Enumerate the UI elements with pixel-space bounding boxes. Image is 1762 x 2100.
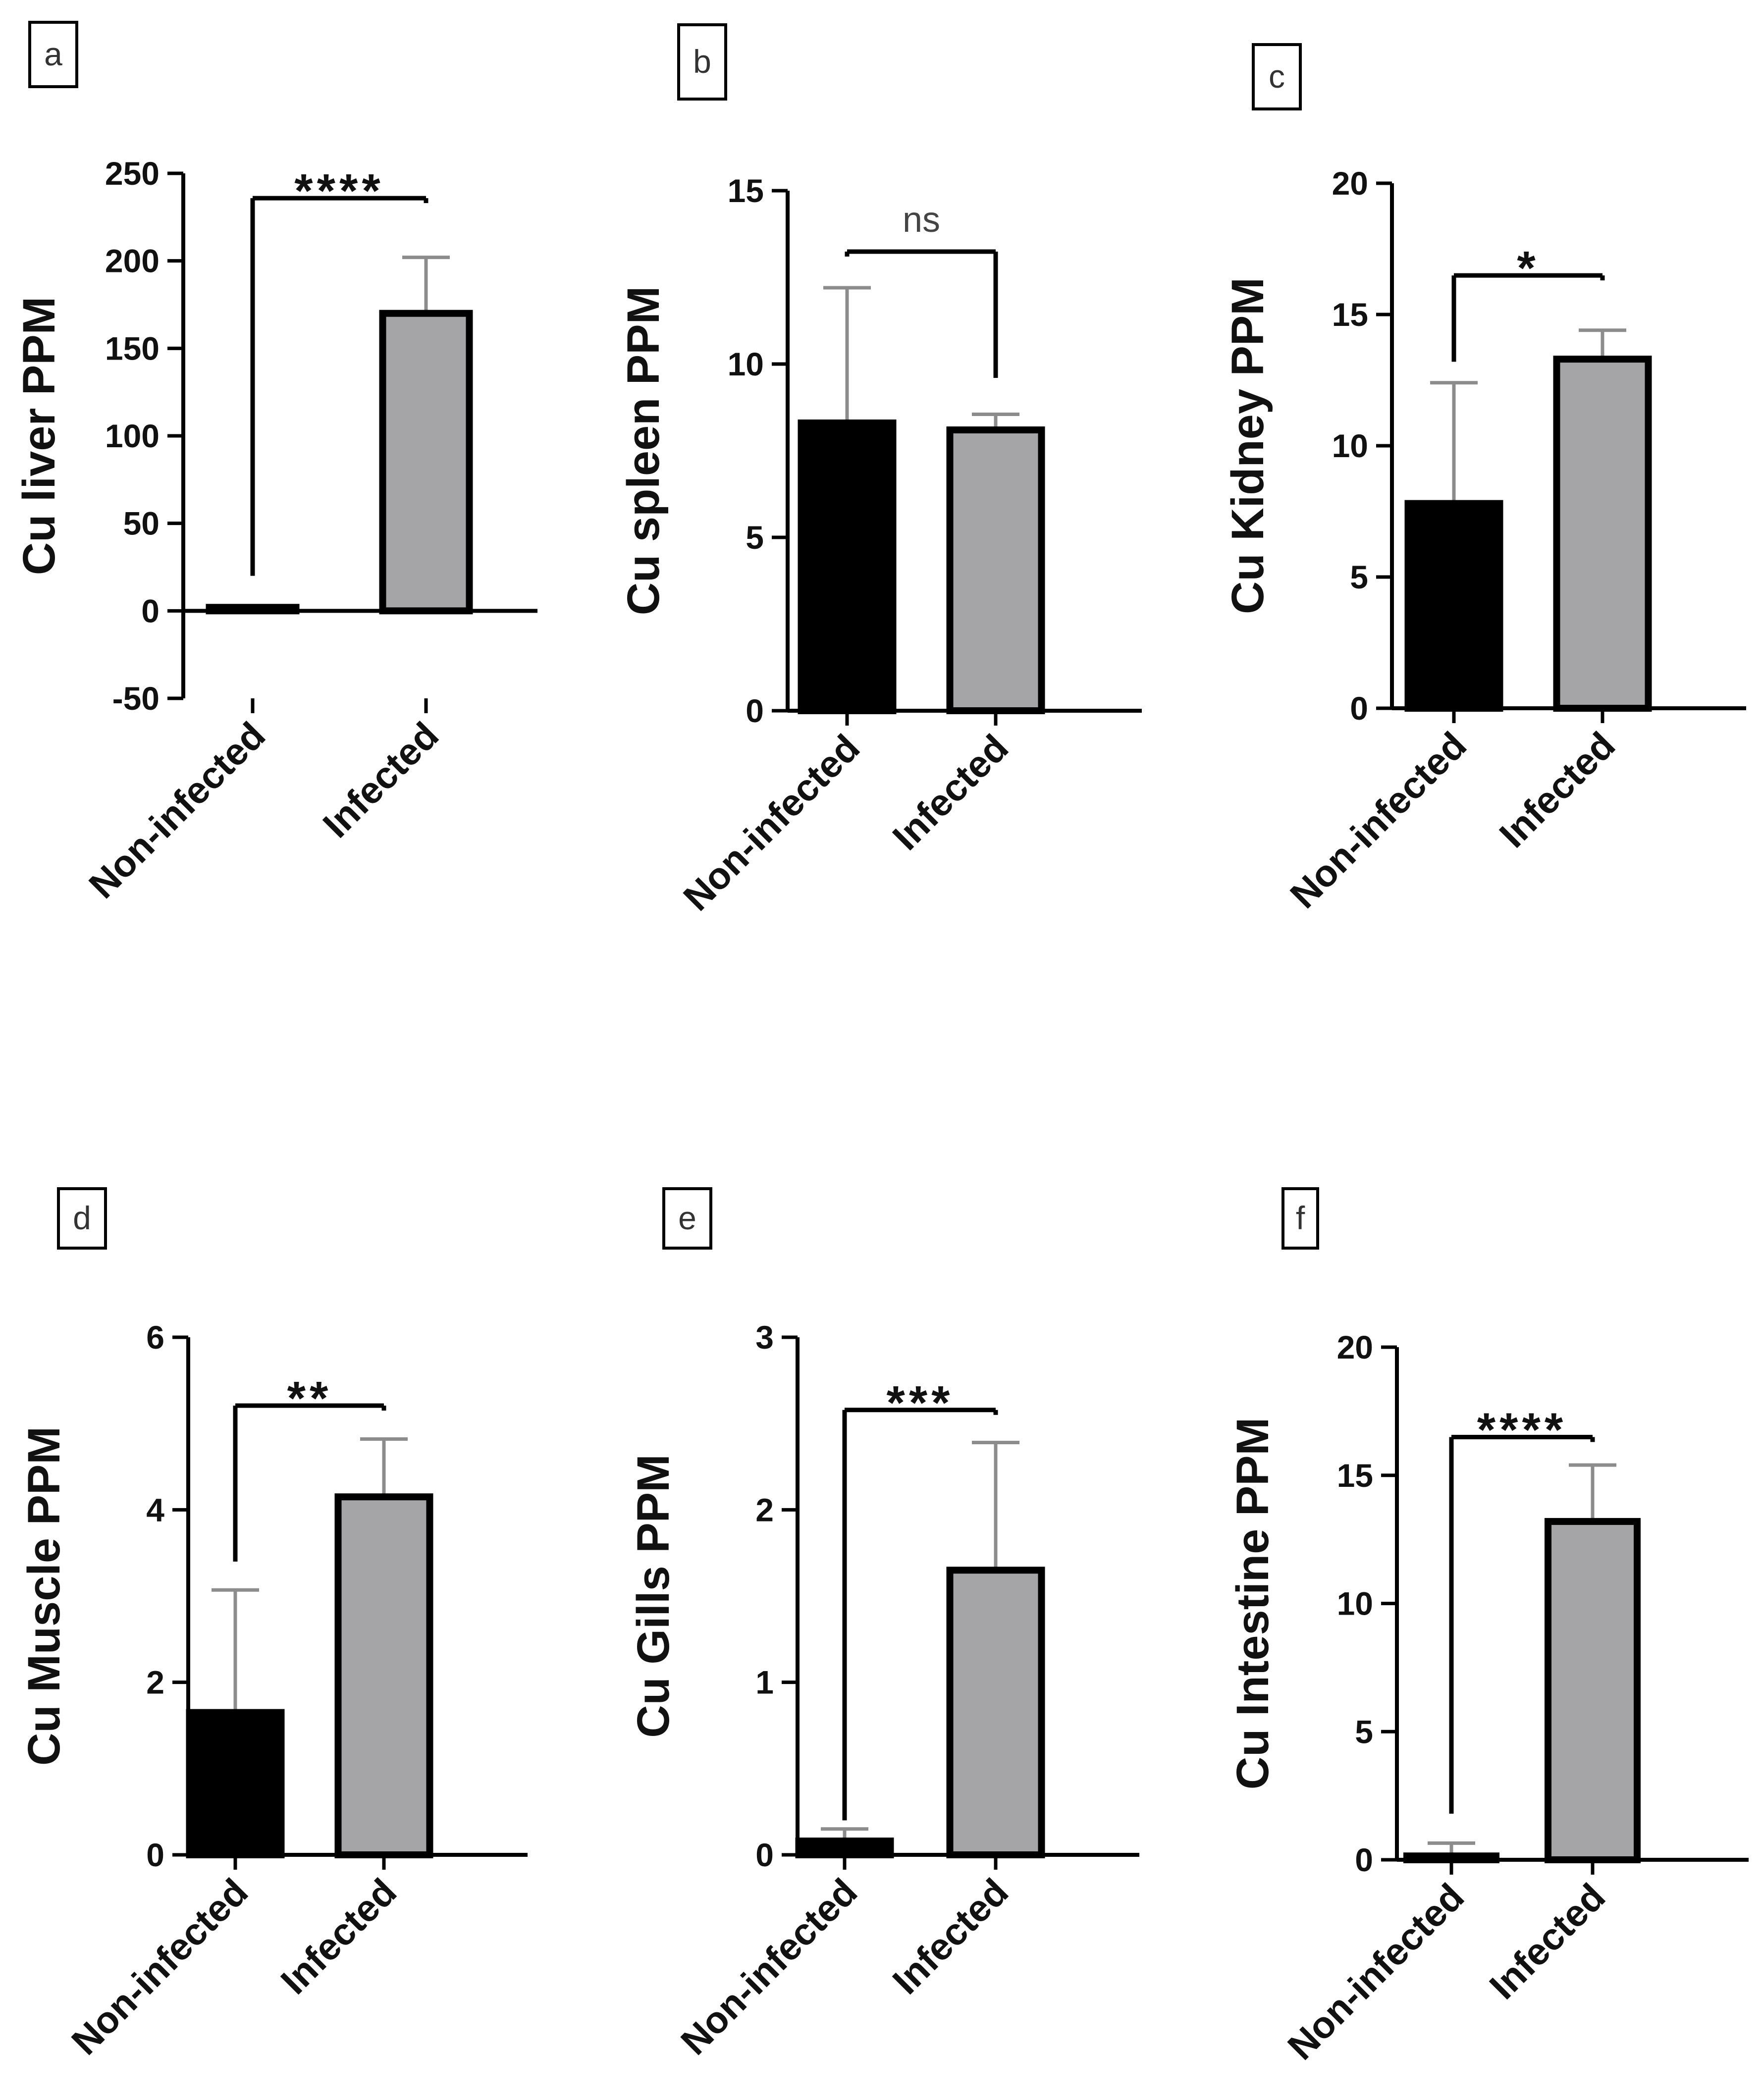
- panel-letter-box: [1252, 43, 1302, 110]
- y-tick-label: 15: [1337, 1457, 1373, 1494]
- y-tick-label: 0: [141, 592, 160, 629]
- y-tick-label: 5: [746, 519, 764, 556]
- y-tick-label: 5: [1350, 559, 1368, 595]
- y-tick-label: 250: [105, 155, 160, 192]
- y-tick-label: 150: [105, 330, 160, 367]
- y-tick-label: 0: [146, 1837, 164, 1873]
- y-tick-label: 4: [146, 1491, 164, 1528]
- panel-letter-box: [662, 1187, 712, 1250]
- bar-infected: [1553, 356, 1652, 712]
- y-tick-label: 10: [728, 346, 764, 382]
- panel-letter-box: [57, 1187, 107, 1250]
- y-axis-title: Cu Gills PPM: [628, 1454, 679, 1738]
- significance-label: ****: [1477, 1403, 1567, 1456]
- y-tick-label: 1: [755, 1664, 774, 1701]
- y-axis-title: Cu liver PPM: [14, 297, 64, 575]
- significance-label: ****: [294, 164, 384, 217]
- bar-infected: [1545, 1518, 1641, 1863]
- significance-label: ***: [886, 1376, 954, 1429]
- y-tick-label: 0: [1355, 1841, 1373, 1878]
- y-tick-label: 3: [755, 1319, 774, 1356]
- panel-letter: e: [678, 1200, 696, 1236]
- y-tick-label: 20: [1332, 165, 1368, 202]
- y-tick-label: 50: [123, 505, 160, 542]
- bar-infected: [946, 426, 1045, 714]
- panel-letter: d: [73, 1200, 91, 1236]
- y-tick-label: 200: [105, 243, 160, 279]
- bar-non-infected: [795, 1838, 894, 1858]
- significance-label: *: [1517, 242, 1539, 295]
- y-tick-label: -50: [112, 680, 160, 717]
- y-axis-title: Cu Intestine PPM: [1228, 1418, 1278, 1789]
- panel-letter: c: [1269, 58, 1285, 95]
- y-tick-label: 0: [1350, 690, 1368, 727]
- panel-letter-box: [1281, 1187, 1319, 1250]
- bar-infected: [946, 1567, 1045, 1858]
- significance-label: ns: [903, 200, 940, 240]
- bar-infected: [379, 310, 473, 615]
- y-tick-label: 20: [1337, 1329, 1373, 1365]
- y-tick-label: 0: [746, 692, 764, 729]
- bar-non-infected: [186, 1709, 285, 1858]
- y-tick-label: 0: [755, 1837, 774, 1873]
- panel-letter-box: [28, 21, 78, 88]
- y-tick-label: 15: [1332, 296, 1368, 333]
- panel-letter: a: [44, 36, 62, 72]
- bar-non-infected: [1404, 500, 1503, 712]
- y-axis-title: Cu spleen PPM: [618, 286, 669, 616]
- panel-letter: f: [1296, 1200, 1305, 1236]
- significance-label: **: [287, 1372, 332, 1425]
- y-tick-label: 6: [146, 1319, 164, 1356]
- y-tick-label: 15: [728, 172, 764, 209]
- y-tick-label: 5: [1355, 1713, 1373, 1750]
- y-axis-title: Cu Kidney PPM: [1223, 277, 1273, 614]
- panel-letter-box: [677, 23, 727, 101]
- y-tick-label: 10: [1332, 427, 1368, 464]
- bar-infected: [334, 1493, 433, 1858]
- panel-letter: b: [693, 43, 711, 80]
- y-tick-label: 2: [755, 1491, 774, 1528]
- bar-non-infected: [798, 420, 897, 714]
- y-tick-label: 2: [146, 1664, 164, 1701]
- y-tick-label: 10: [1337, 1585, 1373, 1622]
- y-tick-label: 100: [105, 418, 160, 454]
- y-axis-title: Cu Muscle PPM: [19, 1426, 69, 1766]
